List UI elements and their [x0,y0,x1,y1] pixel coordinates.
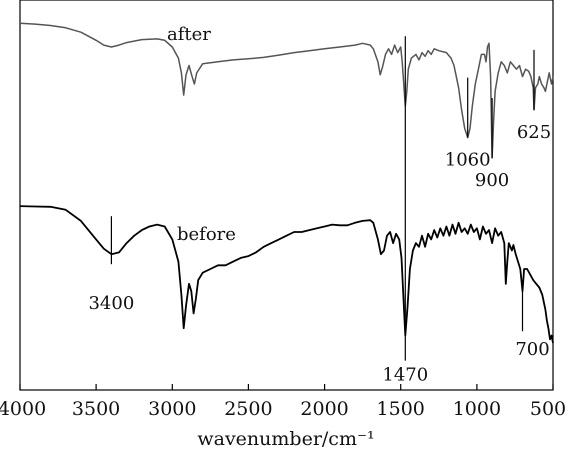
series-line-after [19,22,554,159]
x-tick-label-1500: 1500 [377,398,425,420]
annotation-label-3400: 3400 [88,293,134,314]
x-axis-ticks: 4000 3500 3000 2500 2000 1500 1000 500 [0,384,566,420]
x-tick-label-1000: 1000 [453,398,501,420]
x-tick-label-3000: 3000 [148,398,196,420]
annotation-label-625: 625 [517,122,551,143]
x-tick-label-2500: 2500 [224,398,272,420]
series-label-after: after [167,24,211,45]
plot-frame [19,0,554,391]
annotation-label-900: 900 [475,170,509,191]
annotation-label-1470: 1470 [382,365,428,386]
series-label-before: before [177,224,236,245]
x-tick-label-3500: 3500 [72,398,120,420]
x-tick-label-2000: 2000 [300,398,348,420]
annotation-label-700: 700 [515,339,549,360]
annotation-label-1060: 1060 [445,150,491,171]
x-tick-label-500: 500 [530,398,566,420]
series-layer [19,22,554,344]
series-line-before [19,205,554,344]
x-axis-title: wavenumber/cm⁻¹ [197,428,374,450]
x-tick-label-4000: 4000 [0,398,46,420]
